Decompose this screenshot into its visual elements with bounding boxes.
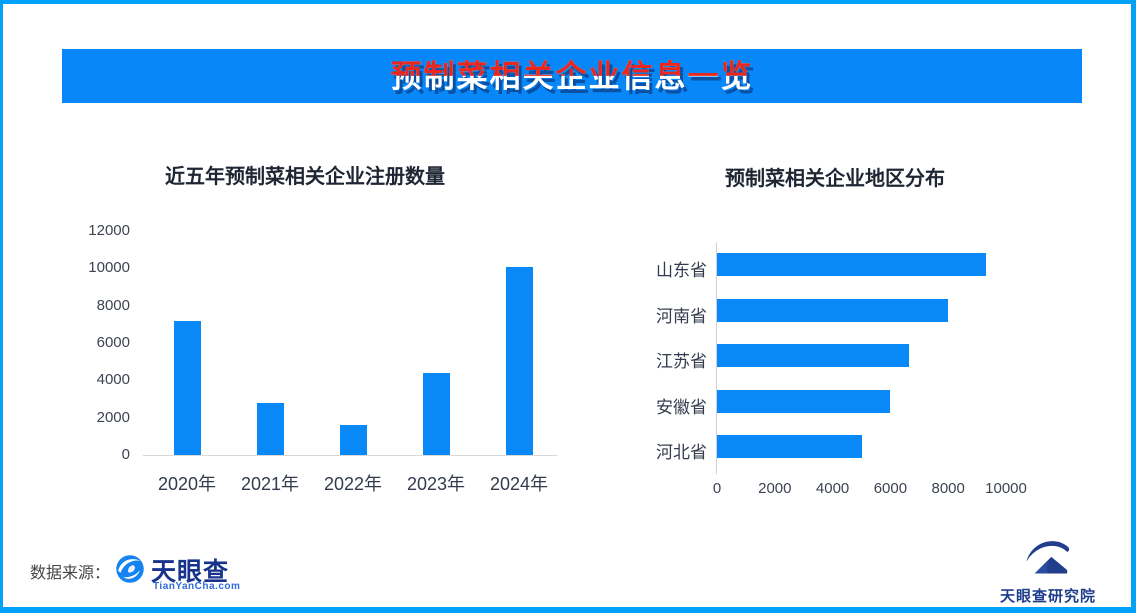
- page-title-red-layer: 预制菜相关企业信息一览: [390, 59, 754, 94]
- left-chart-category-label: 2020年: [157, 474, 217, 494]
- left-chart-ytick-label: 8000: [96, 296, 130, 314]
- research-institute-name: 天眼查研究院: [999, 588, 1096, 605]
- bar: [256, 403, 284, 455]
- left-chart-category-label: 2021年: [240, 474, 300, 494]
- bar: [339, 425, 367, 455]
- bar: [717, 344, 909, 367]
- left-chart-category-label: 2023年: [406, 474, 466, 494]
- left-chart-ytick-label: 6000: [96, 334, 130, 351]
- bar: [173, 321, 201, 455]
- bar: [717, 435, 862, 458]
- right-chart-xtick-label: 8000: [931, 480, 965, 497]
- right-chart-xtick-label: 4000: [815, 480, 850, 497]
- page-title-shadow: 预制菜相关企业信息一览: [393, 63, 757, 98]
- right-chart-xtick-label: 6000: [873, 480, 908, 497]
- left-chart-ytick-label: 10000: [88, 259, 130, 277]
- left-chart-title: 近五年预制菜相关企业注册数量: [165, 166, 445, 188]
- right-chart-y-axis-line: [716, 242, 717, 474]
- right-chart-category-label: 河南省: [656, 307, 707, 326]
- bar: [422, 373, 450, 455]
- page-title: 预制菜相关企业信息一览 预制菜相关企业信息一览 预制菜相关企业信息一览: [62, 49, 1082, 103]
- left-chart-ytick-label: 4000: [96, 371, 130, 389]
- left-chart-category-label: 2022年: [323, 474, 383, 494]
- right-chart-category-label: 河北省: [656, 443, 707, 462]
- left-chart-ytick-label: 2000: [96, 408, 130, 426]
- bar: [717, 390, 890, 413]
- left-chart-x-axis-line: [143, 455, 557, 456]
- right-chart-xtick-label: 2000: [758, 480, 792, 497]
- title-banner: 预制菜相关企业信息一览 预制菜相关企业信息一览 预制菜相关企业信息一览: [62, 49, 1082, 103]
- left-chart-category-label: 2024年: [489, 474, 549, 494]
- bar: [717, 299, 948, 322]
- tianyancha-logo-icon: [116, 555, 144, 583]
- tianyancha-logo-url: TianYanCha.com: [153, 581, 241, 592]
- research-institute-icon: [1026, 541, 1070, 574]
- left-chart-ytick-label: 0: [121, 446, 130, 463]
- right-chart-title: 预制菜相关企业地区分布: [725, 168, 945, 190]
- right-chart-category-label: 江苏省: [656, 352, 707, 371]
- tianyancha-logo-text: 天眼查: [151, 558, 230, 586]
- right-chart-xtick-label: 10000: [985, 480, 1027, 497]
- research-institute-logo: 天眼查研究院: [963, 534, 1131, 606]
- bar: [717, 253, 986, 276]
- data-source-label: 数据来源：: [30, 565, 111, 582]
- right-chart-category-label: 安徽省: [656, 398, 707, 417]
- right-chart-xtick-label: 0: [712, 480, 722, 497]
- left-chart-ytick-label: 12000: [88, 222, 130, 239]
- right-chart-category-label: 山东省: [656, 261, 707, 280]
- bar: [505, 267, 533, 455]
- page-title-white-layer: 预制菜相关企业信息一览: [390, 59, 754, 94]
